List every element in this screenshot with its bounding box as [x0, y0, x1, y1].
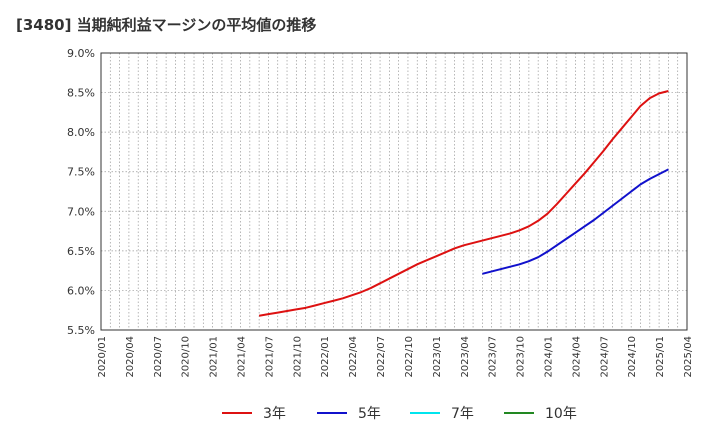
- x-tick-label: 2021/07: [264, 336, 275, 378]
- legend: 3年 5年 7年 10年: [222, 406, 577, 422]
- axes: 9.0% 8.5% 8.0% 7.5% 7.0% 6.5% 6.0% 5.5%2020/01 2…: [67, 47, 694, 378]
- x-tick-label: 2020/01: [97, 336, 108, 378]
- x-tick-label: 2023/04: [460, 336, 471, 378]
- x-tick-label: 2025/04: [683, 336, 694, 378]
- y-tick-label: 6.5%: [67, 245, 95, 258]
- x-tick-label: 2023/07: [488, 336, 499, 378]
- x-tick-label: 2023/10: [516, 336, 527, 378]
- x-tick-label: 2020/07: [153, 336, 164, 378]
- x-tick-label: 2022/01: [320, 336, 331, 378]
- series-line-5年: [482, 168, 669, 275]
- y-tick-label: 8.0%: [67, 126, 95, 139]
- x-tick-label: 2020/10: [181, 336, 192, 378]
- x-tick-label: 2024/07: [599, 336, 610, 378]
- y-tick-label: 6.0%: [67, 284, 95, 297]
- y-tick-label: 5.5%: [67, 324, 95, 337]
- x-tick-label: 2024/01: [543, 336, 554, 378]
- x-tick-label: 2021/01: [209, 336, 220, 378]
- x-tick-label: 2021/04: [237, 336, 248, 378]
- x-tick-label: 2022/10: [404, 336, 415, 378]
- legend-label: 3年: [263, 406, 286, 422]
- legend-label: 7年: [451, 406, 474, 422]
- x-tick-label: 2023/01: [432, 336, 443, 378]
- plot-area-border: [100, 52, 688, 331]
- series-line-3年: [258, 90, 669, 317]
- x-tick-label: 2025/01: [655, 336, 666, 378]
- series-lines: [258, 90, 669, 317]
- x-tick-label: 2022/07: [376, 336, 387, 378]
- y-tick-label: 7.0%: [67, 205, 95, 218]
- chart-title: [3480] 当期純利益マージンの平均値の推移: [16, 16, 317, 34]
- y-tick-label: 8.5%: [67, 87, 95, 100]
- x-tick-label: 2021/10: [292, 336, 303, 378]
- x-tick-label: 2024/10: [627, 336, 638, 378]
- grid: [100, 52, 688, 331]
- legend-label: 5年: [358, 406, 381, 422]
- x-tick-label: 2020/04: [125, 336, 136, 378]
- legend-label: 10年: [545, 406, 577, 422]
- x-tick-label: 2022/04: [348, 336, 359, 378]
- y-tick-label: 7.5%: [67, 166, 95, 179]
- x-tick-label: 2024/04: [571, 336, 582, 378]
- y-tick-label: 9.0%: [67, 47, 95, 60]
